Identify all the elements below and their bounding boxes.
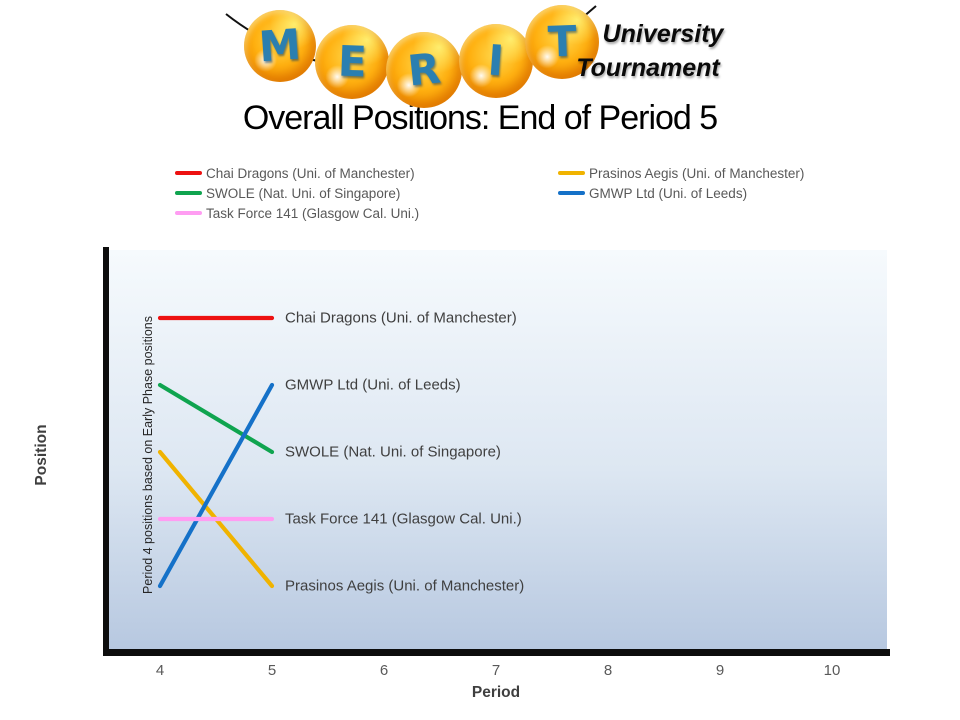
x-tick-label: 6: [379, 662, 389, 679]
legend-item: SWOLE (Nat. Uni. of Singapore): [175, 183, 419, 203]
y-axis-line: [103, 247, 109, 656]
series-label: Task Force 141 (Glasgow Cal. Uni.): [285, 510, 522, 528]
legend-label: Prasinos Aegis (Uni. of Manchester): [589, 165, 805, 181]
series-label: Chai Dragons (Uni. of Manchester): [285, 309, 517, 327]
x-axis-line: [103, 649, 890, 656]
logo-letter: E: [336, 36, 368, 87]
annotation-period4: Period 4 positions based on Early Phase …: [141, 316, 155, 594]
logo-letter: I: [486, 35, 506, 86]
series-label: Prasinos Aegis (Uni. of Manchester): [285, 577, 525, 595]
x-tick-label: 9: [715, 662, 725, 679]
series-label: GMWP Ltd (Uni. of Leeds): [285, 376, 461, 394]
legend-swatch: [558, 171, 585, 175]
logo-balloon: T: [525, 5, 599, 79]
logo-balloon: I: [459, 24, 533, 98]
legend-column-right: Prasinos Aegis (Uni. of Manchester) GMWP …: [558, 163, 804, 203]
x-tick-label: 10: [823, 662, 841, 679]
x-axis-title: Period: [471, 684, 521, 701]
logo-letter: T: [546, 16, 578, 67]
legend-swatch: [175, 171, 202, 175]
logo-letter: M: [257, 19, 303, 72]
logo-balloon: M: [244, 10, 316, 82]
legend-item: Chai Dragons (Uni. of Manchester): [175, 163, 419, 183]
logo-subtitle-line1: University: [602, 20, 724, 48]
y-axis-title: Position: [33, 424, 50, 486]
series-label: SWOLE (Nat. Uni. of Singapore): [285, 443, 501, 461]
legend-column-left: Chai Dragons (Uni. of Manchester) SWOLE (…: [175, 163, 419, 223]
x-tick-label: 4: [155, 662, 165, 679]
legend-label: Task Force 141 (Glasgow Cal. Uni.): [206, 205, 420, 221]
legend-label: Chai Dragons (Uni. of Manchester): [206, 165, 415, 181]
legend-item: GMWP Ltd (Uni. of Leeds): [558, 183, 804, 203]
legend-swatch: [175, 191, 202, 195]
legend-label: GMWP Ltd (Uni. of Leeds): [589, 185, 748, 201]
logo-letter: R: [405, 43, 443, 96]
legend-swatch: [558, 191, 585, 195]
page-title: Overall Positions: End of Period 5: [242, 99, 718, 137]
logo-balloon: R: [386, 32, 462, 108]
logo-subtitle-line2: Tournament: [576, 54, 720, 82]
logo-balloon: E: [315, 25, 389, 99]
legend-label: SWOLE (Nat. Uni. of Singapore): [206, 185, 401, 201]
x-tick-label: 8: [603, 662, 613, 679]
legend-item: Task Force 141 (Glasgow Cal. Uni.): [175, 203, 419, 223]
x-tick-label: 5: [267, 662, 277, 679]
x-tick-label: 7: [491, 662, 501, 679]
legend-item: Prasinos Aegis (Uni. of Manchester): [558, 163, 804, 183]
legend-swatch: [175, 211, 202, 215]
